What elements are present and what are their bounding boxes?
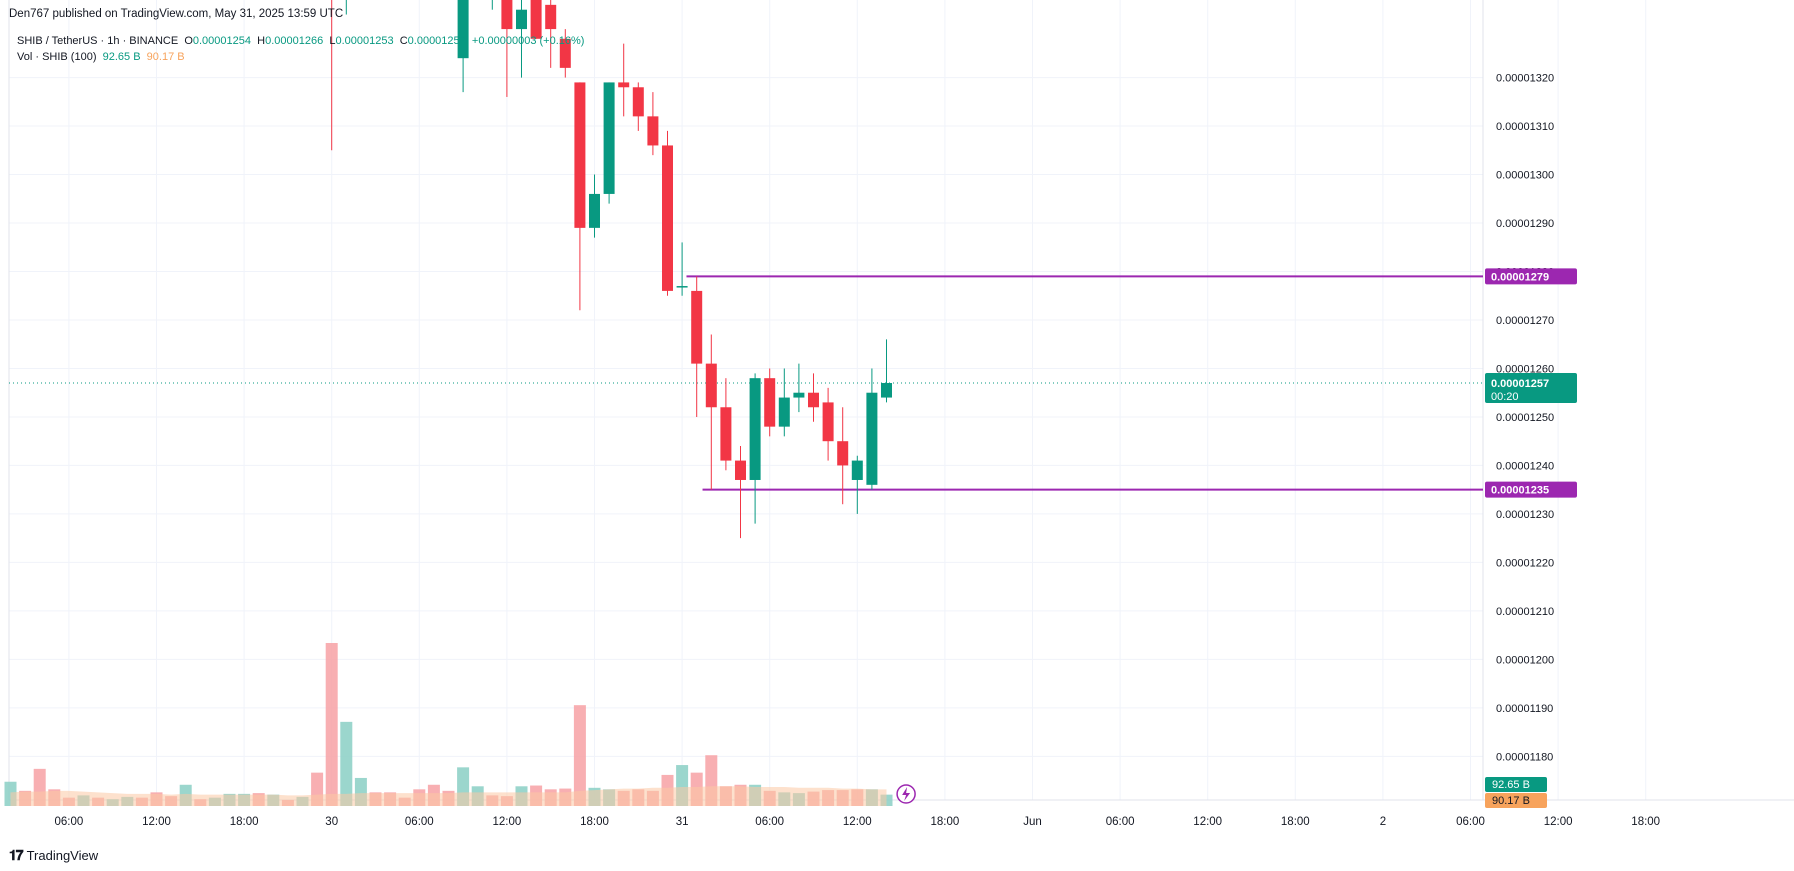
candle-body — [735, 460, 746, 480]
y-tick-label: 0.00001180 — [1496, 751, 1553, 763]
last-price-label: 0.00001257 — [1491, 378, 1549, 390]
y-tick-label: 0.00001310 — [1496, 121, 1554, 133]
candle-body — [589, 193, 600, 228]
level-price-label: 0.00001279 — [1491, 271, 1549, 283]
candle-body — [545, 4, 557, 30]
volume-label[interactable]: Vol · SHIB (100) — [17, 51, 97, 63]
high-label: H — [257, 35, 266, 47]
candle-body — [793, 392, 805, 398]
lightning-icon-glyph — [902, 787, 911, 801]
close-label: C — [399, 35, 408, 47]
tradingview-brand: TradingView — [26, 848, 99, 863]
volume-legend: Vol · SHIB (100) 92.65 B 90.17 B — [17, 51, 185, 63]
symbol-name[interactable]: SHIB / TetherUS · 1h · BINANCE — [17, 35, 179, 47]
y-tick-label: 0.00001210 — [1496, 606, 1554, 618]
level-price-tag — [1485, 481, 1577, 498]
candle-body — [866, 392, 878, 485]
volume-bar — [573, 705, 586, 806]
x-tick-label: 12:00 — [493, 816, 522, 828]
x-tick-label: 12:00 — [142, 816, 171, 828]
candle-body — [501, 0, 513, 30]
volume-up-tag — [1485, 777, 1547, 792]
y-tick-label: 0.00001290 — [1496, 218, 1554, 230]
x-tick-label: 18:00 — [931, 816, 960, 828]
candle-body — [618, 82, 630, 88]
candle-body — [691, 290, 703, 364]
y-tick-label: 0.00001230 — [1496, 509, 1554, 521]
volume-up-value: 92.65 B — [102, 51, 141, 63]
x-tick-label: 06:00 — [405, 816, 434, 828]
candle-body — [457, 0, 469, 59]
y-tick-label: 0.00001240 — [1496, 460, 1554, 472]
x-tick-label: 2 — [1380, 816, 1386, 828]
open-value: 0.00001254 — [192, 35, 251, 47]
y-tick-label: 0.00001270 — [1496, 315, 1554, 327]
y-tick-label: 0.00001250 — [1496, 412, 1554, 424]
x-tick-label: Jun — [1023, 816, 1042, 828]
x-tick-label: 06:00 — [1456, 816, 1485, 828]
y-tick-label: 0.00001320 — [1496, 73, 1554, 85]
x-tick-label: 12:00 — [843, 816, 872, 828]
volume-down-tag — [1485, 793, 1547, 808]
candle-body — [647, 116, 659, 146]
x-tick-label: 12:00 — [1544, 816, 1573, 828]
open-label: O — [184, 35, 193, 47]
candle-body — [881, 383, 892, 398]
x-tick-label: 18:00 — [580, 816, 609, 828]
x-tick-label: 06:00 — [55, 816, 84, 828]
candle-body — [603, 82, 615, 194]
x-tick-label: 18:00 — [230, 816, 259, 828]
volume-up-tag-label: 92.65 B — [1492, 779, 1530, 791]
candle-body — [530, 0, 542, 39]
candle-body — [705, 363, 717, 408]
candle-body — [837, 441, 849, 466]
low-label: L — [329, 35, 336, 47]
level-price-tag — [1485, 268, 1577, 285]
candle-body — [662, 145, 673, 291]
x-tick-label: 06:00 — [1106, 816, 1135, 828]
y-tick-label: 0.00001260 — [1496, 363, 1554, 375]
close-value: 0.00001257 — [407, 35, 466, 47]
y-tick-label: 0.00001300 — [1496, 170, 1554, 182]
publish-info: Den767 published on TradingView.com, May… — [9, 8, 344, 20]
volume-down-tag-label: 90.17 B — [1492, 795, 1530, 807]
high-value: 0.00001266 — [265, 35, 324, 47]
last-price-tag — [1485, 373, 1577, 404]
x-tick-label: 18:00 — [1281, 816, 1310, 828]
volume-bar — [325, 643, 338, 806]
candle-body — [574, 82, 586, 228]
bar-countdown-label: 00:20 — [1491, 391, 1519, 403]
x-tick-label: 31 — [676, 816, 689, 828]
candle-body — [778, 397, 790, 427]
volume-bar — [340, 721, 353, 806]
candle-body — [676, 286, 688, 288]
x-tick-label: 30 — [325, 816, 338, 828]
tradingview-logo-icon: 𝟏𝟕 — [9, 847, 24, 863]
candle-body — [749, 378, 761, 480]
x-tick-label: 12:00 — [1193, 816, 1222, 828]
x-tick-label: 18:00 — [1631, 816, 1660, 828]
symbol-legend: SHIB / TetherUS · 1h · BINANCE O0.000012… — [17, 35, 584, 47]
candle-body — [720, 407, 732, 461]
level-price-label: 0.00001235 — [1491, 485, 1549, 497]
x-tick-label: 06:00 — [755, 816, 784, 828]
candle-body — [764, 378, 776, 427]
tradingview-logo[interactable]: 𝟏𝟕 TradingView — [9, 847, 98, 864]
low-value: 0.00001253 — [335, 35, 394, 47]
y-tick-label: 0.00001200 — [1496, 654, 1554, 666]
candle-body — [516, 9, 527, 30]
y-tick-label: 0.00001190 — [1496, 703, 1553, 715]
candle-body — [559, 38, 571, 68]
candle-body — [632, 87, 644, 117]
change-value: +0.00000003 (+0.16%) — [471, 35, 585, 47]
volume-ma-area — [10, 786, 887, 806]
candle-body — [808, 392, 819, 408]
volume-down-value: 90.17 B — [146, 51, 185, 63]
candle-body — [822, 402, 834, 442]
y-tick-label: 0.00001220 — [1496, 557, 1554, 569]
candle-body — [851, 460, 863, 480]
